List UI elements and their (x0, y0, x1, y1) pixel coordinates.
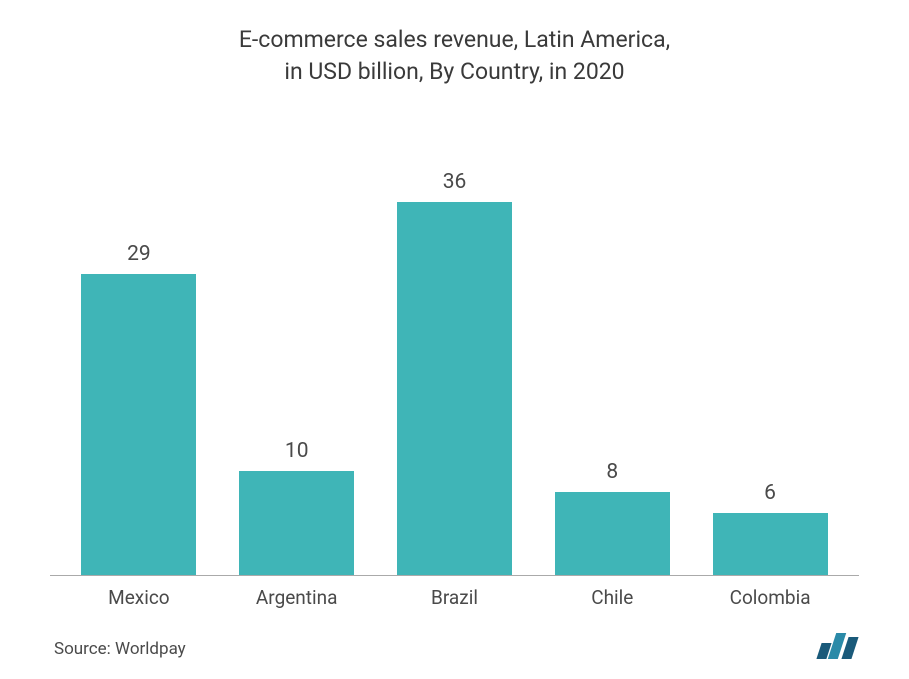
bar-group-colombia: 6 (691, 103, 849, 575)
chart-title-line2: in USD billion, By Country, in 2020 (284, 58, 624, 85)
source-prefix: Source: (54, 639, 115, 659)
chart-title: E-commerce sales revenue, Latin America,… (50, 24, 859, 88)
bar-value: 29 (127, 242, 151, 266)
bar (713, 513, 828, 575)
bar-group-mexico: 29 (60, 103, 218, 575)
x-label: Mexico (60, 586, 218, 609)
source-attribution: Source: Worldpay (54, 639, 186, 659)
bar-value: 10 (285, 439, 309, 463)
x-label: Brazil (376, 586, 534, 609)
source-name: Worldpay (115, 639, 186, 659)
bar-group-brazil: 36 (376, 103, 534, 575)
chart-footer: Source: Worldpay (50, 633, 859, 659)
logo-bar-icon (841, 637, 858, 659)
bar-value: 36 (443, 170, 467, 194)
bar (555, 492, 670, 575)
chart-title-line1: E-commerce sales revenue, Latin America, (239, 26, 670, 53)
bar (239, 471, 354, 575)
bar-group-chile: 8 (533, 103, 691, 575)
plot-area: 29 10 36 8 6 (50, 103, 859, 576)
chart-container: E-commerce sales revenue, Latin America,… (0, 0, 909, 679)
bar (397, 202, 512, 576)
bar (81, 274, 196, 575)
x-label: Colombia (691, 586, 849, 609)
bar-value: 6 (764, 481, 776, 505)
bar-value: 8 (606, 460, 618, 484)
x-axis-labels: Mexico Argentina Brazil Chile Colombia (50, 576, 859, 609)
bar-group-argentina: 10 (218, 103, 376, 575)
x-label: Chile (533, 586, 691, 609)
x-label: Argentina (218, 586, 376, 609)
brand-logo (819, 633, 855, 659)
